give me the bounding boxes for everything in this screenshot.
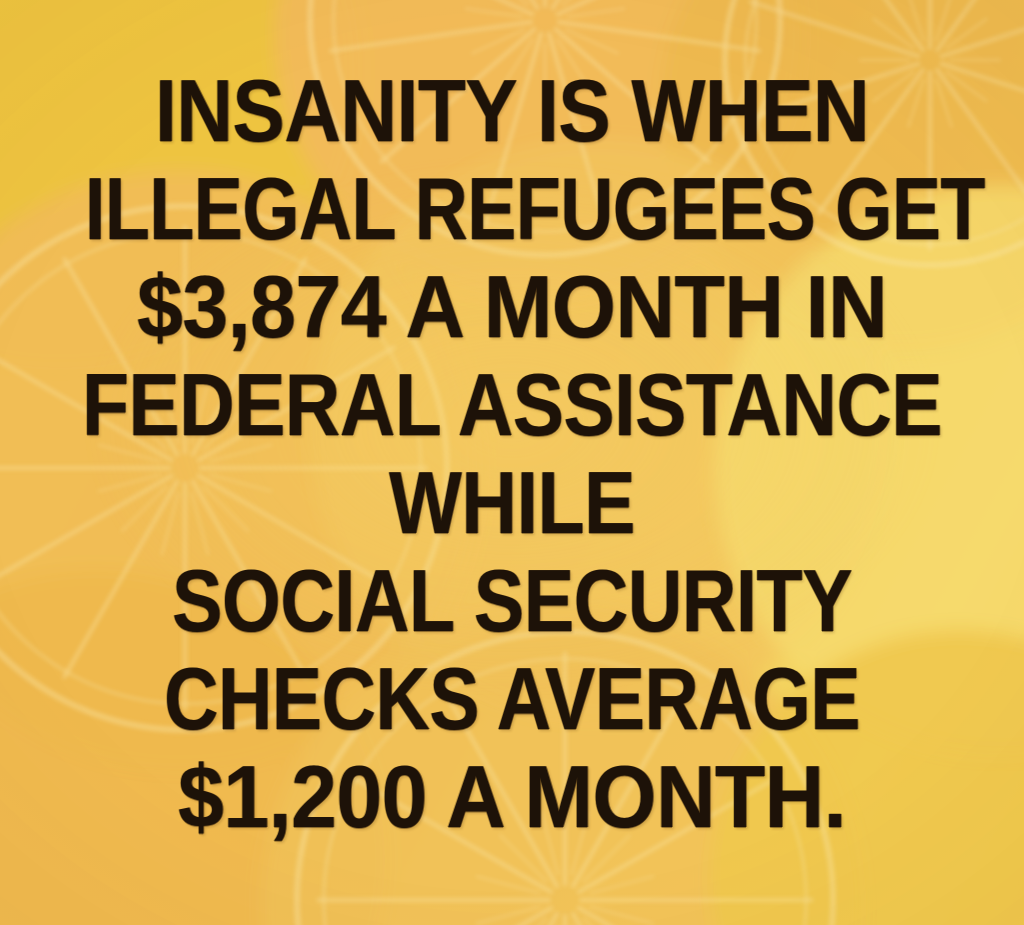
background-vignette — [0, 0, 1024, 925]
background-soft-glow — [0, 0, 1024, 925]
meme-image: INSANITY IS WHEN ILLEGAL REFUGEES GET $3… — [0, 0, 1024, 925]
